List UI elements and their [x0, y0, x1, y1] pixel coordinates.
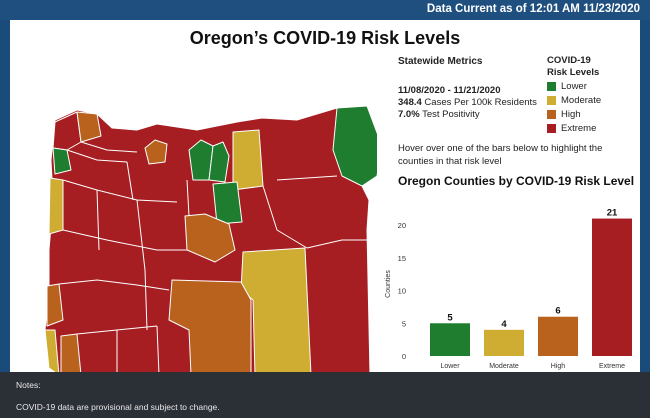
- legend-label: Lower: [561, 81, 587, 92]
- county-jefferson: [212, 181, 243, 225]
- data-label: 5: [447, 312, 453, 323]
- legend-label: Moderate: [561, 95, 602, 106]
- risk-level-bar-chart[interactable]: Counties 0 5 10 15 20 5 Lower 4 Moderate 6 High 21 Ex…: [380, 192, 640, 372]
- notes-footer: Notes: COVID-19 data are provisional and…: [0, 372, 650, 418]
- notes-label: Notes:: [16, 380, 41, 390]
- x-tick-label: Extreme: [599, 363, 625, 370]
- y-tick-label: 10: [398, 287, 406, 296]
- y-tick-label: 15: [398, 254, 406, 263]
- oregon-county-map[interactable]: [37, 90, 377, 380]
- statewide-metrics: Statewide Metrics 11/08/2020 - 11/21/202…: [398, 56, 558, 121]
- y-tick-label: 20: [398, 221, 406, 230]
- county-sherman: [208, 141, 230, 183]
- legend-swatch-high: [547, 110, 556, 119]
- metrics-positivity: 7.0% Test Positivity: [398, 109, 558, 121]
- chart-title: Oregon Counties by COVID-19 Risk Level: [398, 174, 635, 188]
- data-current-label: Data Current as of 12:01 AM 11/23/2020: [426, 3, 640, 15]
- page-title: Oregon’s COVID-19 Risk Levels: [189, 28, 461, 48]
- cases-label: Cases Per 100k Residents: [421, 97, 537, 108]
- data-label: 4: [501, 319, 507, 330]
- bar-high[interactable]: [538, 316, 578, 356]
- legend-item-high[interactable]: High: [547, 108, 607, 121]
- data-label: 6: [555, 306, 560, 317]
- county-coos: [46, 283, 64, 327]
- legend-label: High: [561, 109, 581, 120]
- x-tick-label: High: [551, 363, 566, 370]
- top-bar: Data Current as of 12:01 AM 11/23/2020: [0, 0, 650, 20]
- legend-item-extreme[interactable]: Extreme: [547, 122, 607, 135]
- metrics-date-range: 11/08/2020 - 11/21/2020: [398, 85, 501, 96]
- county-clatsop: [52, 111, 82, 151]
- legend-item-lower[interactable]: Lower: [547, 80, 607, 93]
- bar-extreme[interactable]: [592, 218, 632, 356]
- county-tillamook: [52, 147, 72, 175]
- legend-item-moderate[interactable]: Moderate: [547, 94, 607, 107]
- bar-lower[interactable]: [430, 323, 470, 356]
- positivity-label: Test Positivity: [419, 109, 480, 120]
- y-axis-label: Counties: [385, 270, 392, 298]
- county-lincoln: [48, 177, 64, 235]
- legend-swatch-extreme: [547, 124, 556, 133]
- x-tick-label: Lower: [440, 363, 460, 370]
- county-gilliam: [232, 129, 264, 191]
- dashboard-panel: Oregon’s COVID-19 Risk Levels: [10, 20, 640, 376]
- legend-swatch-lower: [547, 82, 556, 91]
- y-tick-label: 5: [402, 319, 406, 328]
- y-tick-label: 0: [402, 352, 406, 361]
- cases-value: 348.4: [398, 97, 422, 108]
- county-hood-river: [144, 139, 168, 165]
- risk-legend: COVID-19 Risk Levels Lower Moderate High…: [547, 55, 607, 135]
- legend-swatch-moderate: [547, 96, 556, 105]
- legend-label: Extreme: [561, 123, 597, 134]
- hover-hint: Hover over one of the bars below to high…: [398, 143, 603, 167]
- metrics-heading: Statewide Metrics: [398, 56, 483, 67]
- county-wallowa: [332, 105, 377, 187]
- bar-moderate[interactable]: [484, 329, 524, 356]
- county-josephine: [60, 333, 82, 376]
- positivity-value: 7.0%: [398, 109, 420, 120]
- legend-heading: COVID-19 Risk Levels: [547, 55, 600, 78]
- county-columbia: [76, 111, 102, 143]
- data-label: 21: [607, 208, 618, 219]
- x-tick-label: Moderate: [489, 363, 519, 370]
- notes-text: COVID-19 data are provisional and subjec…: [16, 402, 220, 412]
- metrics-cases: 348.4 Cases Per 100k Residents: [398, 97, 558, 109]
